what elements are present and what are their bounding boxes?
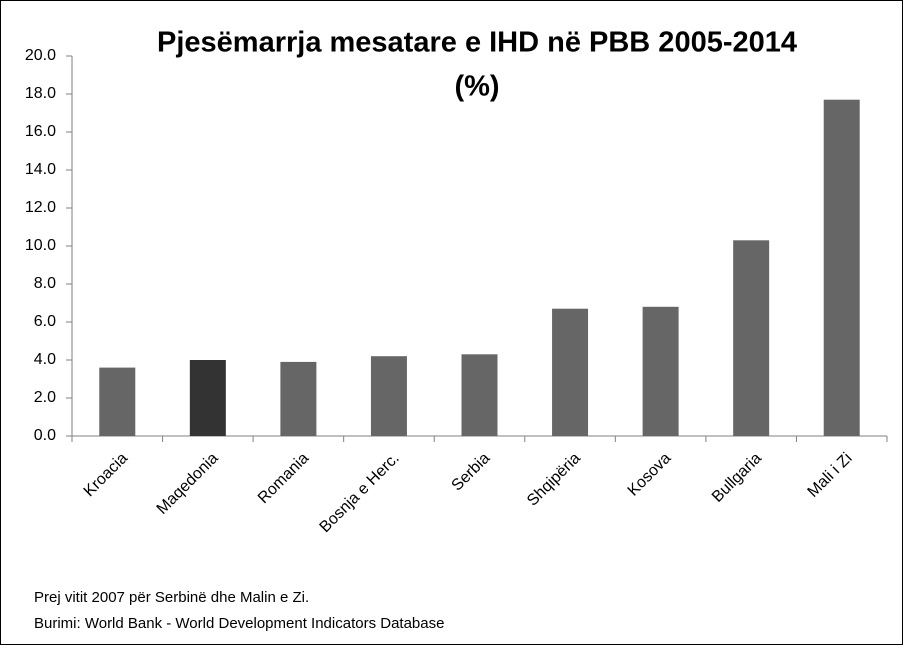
bar (461, 354, 498, 436)
chart-subtitle: (%) (454, 71, 499, 103)
bar (189, 360, 226, 436)
bar (552, 308, 589, 436)
y-tick-label: 8.0 (34, 275, 56, 292)
y-tick-label: 0.0 (34, 427, 56, 444)
y-tick-label: 16.0 (25, 123, 56, 140)
note: Prej vitit 2007 për Serbinë dhe Malin e … (34, 589, 309, 606)
bar (99, 367, 136, 436)
y-tick-label: 14.0 (25, 161, 56, 178)
chart-title: Pjesëmarrja mesatare e IHD në PBB 2005-2… (157, 27, 797, 59)
bar (733, 240, 770, 436)
bar (823, 99, 860, 436)
y-tick-label: 12.0 (25, 199, 56, 216)
note: Burimi: World Bank - World Development I… (34, 615, 444, 632)
bar (642, 306, 679, 436)
y-tick-label: 10.0 (25, 237, 56, 254)
y-tick-label: 18.0 (25, 85, 56, 102)
y-tick-label: 2.0 (34, 389, 56, 406)
y-tick-label: 20.0 (25, 47, 56, 64)
bar (280, 361, 317, 436)
y-tick-label: 6.0 (34, 313, 56, 330)
y-tick-label: 4.0 (34, 351, 56, 368)
bar (370, 356, 407, 436)
